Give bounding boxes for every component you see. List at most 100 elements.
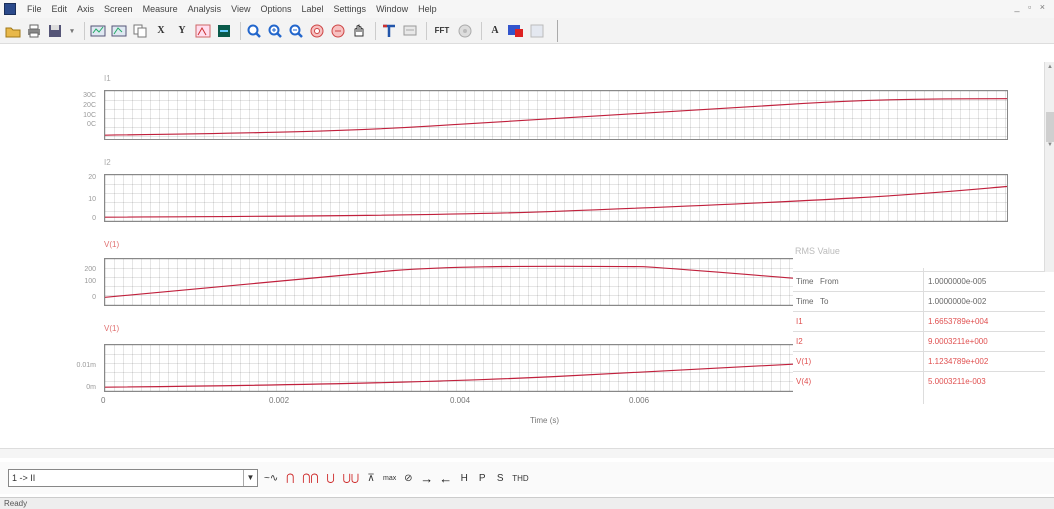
status-bar: Ready xyxy=(0,497,1054,509)
label-icon[interactable] xyxy=(401,22,419,40)
plot-2-trace xyxy=(105,185,1007,218)
harmonic-button[interactable]: H xyxy=(460,472,468,484)
rms-row-value: 1.1234789e+002 xyxy=(928,357,989,366)
plot-1-label: I1 xyxy=(104,74,111,83)
zoom-fit-icon[interactable] xyxy=(329,22,347,40)
menu-axis[interactable]: Axis xyxy=(77,4,95,14)
plot-1[interactable] xyxy=(104,90,1008,140)
rms-row-name: Time xyxy=(796,277,814,286)
x-tick: 0 xyxy=(101,396,106,405)
add-trace-icon[interactable] xyxy=(194,22,212,40)
menu-view[interactable]: View xyxy=(231,4,251,14)
x-tick: 0.006 xyxy=(629,396,650,405)
plot-1-ytick: 30C xyxy=(83,92,96,99)
plot-3[interactable] xyxy=(104,258,794,306)
rms-row-name: Time xyxy=(796,297,814,306)
rms-row: V(1) 1.1234789e+002 xyxy=(793,351,1045,371)
rms-row-value: 1.0000000e-005 xyxy=(928,277,987,286)
plot-3-trace xyxy=(105,265,793,298)
plot-2-ytick: 0 xyxy=(92,215,96,222)
zoom-out-icon[interactable] xyxy=(287,22,305,40)
power-button[interactable]: P xyxy=(478,472,486,484)
rms-panel: RMS Value Time From 1.0000000e-005 Time … xyxy=(793,244,1045,404)
chevron-down-icon[interactable]: ▼ xyxy=(243,470,257,486)
trace-select-value: 1 -> II xyxy=(12,473,36,483)
max-button[interactable]: max xyxy=(383,474,397,482)
print-icon[interactable] xyxy=(25,22,43,40)
slope-icon[interactable]: ⊼ xyxy=(367,472,375,484)
menu-help[interactable]: Help xyxy=(418,4,437,14)
rms-divider xyxy=(923,268,924,404)
menu-edit[interactable]: Edit xyxy=(51,4,68,14)
scroll-up-icon[interactable]: ▲ xyxy=(1047,64,1053,70)
plot-1-ytick: 0C xyxy=(87,121,96,128)
save-icon[interactable] xyxy=(46,22,64,40)
rms-row-sub: To xyxy=(820,297,829,306)
copy-icon[interactable] xyxy=(131,22,149,40)
menu-label[interactable]: Label xyxy=(301,4,324,14)
x-tick: 0.002 xyxy=(269,396,290,405)
zoom-icon[interactable] xyxy=(245,22,263,40)
rms-row: Time To 1.0000000e-002 xyxy=(793,291,1045,311)
horizontal-scrollbar[interactable] xyxy=(0,448,1054,458)
rms-title: RMS Value xyxy=(795,246,840,256)
pan-icon[interactable] xyxy=(350,22,368,40)
menu-file[interactable]: File xyxy=(27,4,42,14)
text-icon[interactable]: A xyxy=(491,25,499,36)
min-icon[interactable]: ⊘ xyxy=(404,472,413,484)
rms-row-name: V(1) xyxy=(796,357,812,366)
rms-row-name: V(4) xyxy=(796,377,812,386)
plot-2[interactable] xyxy=(104,174,1008,222)
scroll-down-icon[interactable]: ▼ xyxy=(1047,142,1053,148)
plot-2-ytick: 10 xyxy=(88,196,96,203)
plot-color-icon[interactable] xyxy=(215,22,233,40)
zoom-in-icon[interactable] xyxy=(266,22,284,40)
arrow-right-icon[interactable]: → xyxy=(420,470,434,486)
next-peak-icon[interactable]: ⋂⋂ xyxy=(302,472,319,484)
x-axis-icon[interactable]: X xyxy=(157,25,165,36)
cursor-icon[interactable] xyxy=(380,22,398,40)
plot-3-ytick: 0 xyxy=(92,294,96,301)
peak-icon[interactable]: ⋂ xyxy=(286,472,295,484)
toolbar-separator xyxy=(375,21,376,40)
y-axis-icon[interactable]: Y xyxy=(178,25,186,36)
arrow-left-icon[interactable]: ← xyxy=(439,470,453,486)
window-controls[interactable]: _ ▫ × xyxy=(1014,2,1048,12)
sine-icon[interactable]: ~∿ xyxy=(264,472,279,484)
plot-4-ytick: 0m xyxy=(86,384,96,391)
rms-row-name: I2 xyxy=(796,337,803,346)
bottom-toolbar: 1 -> II ▼ ~∿ ⋂ ⋂⋂ ⋃ ⋃⋃ ⊼ max ⊘ → ← H P S… xyxy=(0,462,1054,494)
toolbar: ▾ X Y FFT A xyxy=(0,18,1054,44)
plot-1-trace xyxy=(105,98,1007,136)
fft-options-icon[interactable] xyxy=(456,22,474,40)
valley-icon[interactable]: ⋃ xyxy=(326,472,335,484)
menu-measure[interactable]: Measure xyxy=(142,4,178,14)
menu-settings[interactable]: Settings xyxy=(333,4,367,14)
plot-1-ytick: 20C xyxy=(83,102,96,109)
vertical-scrollbar[interactable]: ▲ ▼ xyxy=(1044,62,1054,272)
menu-analysis[interactable]: Analysis xyxy=(187,4,222,14)
open-icon[interactable] xyxy=(4,22,22,40)
scroll-thumb[interactable] xyxy=(1046,112,1054,142)
menu-window[interactable]: Window xyxy=(376,4,409,14)
rms-row: V(4) 5.0003211e-003 xyxy=(793,371,1045,391)
plot-4-trace xyxy=(105,363,793,388)
zoom-prev-icon[interactable] xyxy=(308,22,326,40)
plot-4[interactable] xyxy=(104,344,794,392)
fft-icon[interactable]: FFT xyxy=(434,26,450,35)
thd-button[interactable]: THD xyxy=(512,473,529,483)
menu-screen[interactable]: Screen xyxy=(104,4,133,14)
menu-options[interactable]: Options xyxy=(260,4,292,14)
grid-icon[interactable] xyxy=(528,22,546,40)
delete-plot-icon[interactable] xyxy=(110,22,128,40)
dropdown-icon[interactable]: ▾ xyxy=(70,27,74,35)
colors-icon[interactable] xyxy=(507,22,525,40)
spectrum-button[interactable]: S xyxy=(496,472,504,484)
rms-row-name: I1 xyxy=(796,317,803,326)
toolbar-separator xyxy=(84,21,85,40)
plot-4-ytick: 0.01m xyxy=(76,362,96,369)
add-plot-icon[interactable] xyxy=(89,22,107,40)
toolbar-separator xyxy=(426,21,427,40)
next-valley-icon[interactable]: ⋃⋃ xyxy=(342,472,360,484)
trace-select[interactable]: 1 -> II ▼ xyxy=(8,469,258,487)
